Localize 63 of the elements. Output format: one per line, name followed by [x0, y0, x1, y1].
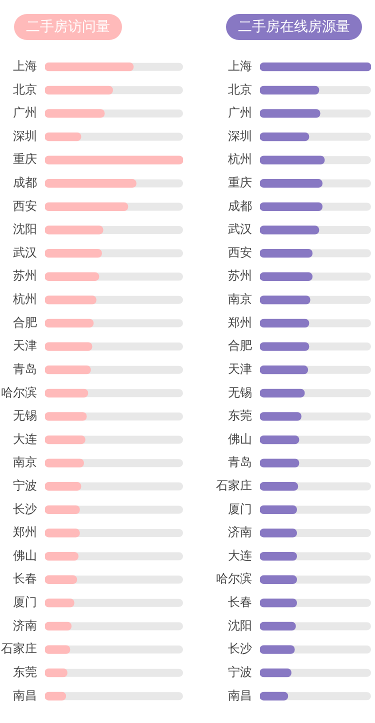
chart-title: 二手房访问量: [14, 14, 122, 40]
y-tick-label: 天津: [228, 362, 252, 376]
y-tick-label: 成都: [13, 176, 37, 190]
y-tick-label: 郑州: [228, 315, 252, 330]
y-tick-label: 哈尔滨: [216, 572, 252, 586]
y-tick-label: 佛山: [228, 432, 252, 446]
y-tick-label: 长春: [228, 595, 252, 610]
y-tick-label: 深圳: [228, 128, 252, 143]
y-tick-label: 宁波: [13, 478, 37, 493]
y-tick-label: 厦门: [228, 502, 252, 516]
y-tick-label: 青岛: [228, 455, 252, 470]
y-tick-label: 长春: [13, 572, 37, 586]
y-tick-label: 重庆: [13, 152, 37, 166]
y-tick-label: 南昌: [228, 688, 252, 702]
y-tick-label: 哈尔滨: [1, 385, 37, 400]
y-tick-label: 石家庄: [216, 478, 252, 493]
y-tick-label: 东莞: [13, 664, 37, 679]
y-tick-label: 天津: [13, 338, 37, 353]
y-tick-label: 北京: [13, 82, 37, 96]
y-tick-label: 武汉: [13, 245, 37, 260]
y-tick-label: 济南: [228, 525, 252, 540]
chart-title: 二手房在线房源量: [226, 14, 362, 40]
y-tick-label: 广州: [228, 106, 252, 120]
y-tick-label: 苏州: [228, 268, 252, 283]
y-tick-label: 南京: [228, 292, 252, 306]
y-tick-label: 上海: [13, 58, 37, 73]
y-tick-label: 济南: [13, 618, 37, 632]
y-tick-label: 成都: [228, 198, 252, 213]
y-tick-label: 东莞: [228, 408, 252, 423]
y-tick-label: 石家庄: [1, 642, 37, 656]
y-tick-label: 深圳: [13, 128, 37, 143]
y-tick-label: 沈阳: [13, 222, 37, 236]
y-tick-label: 上海: [228, 58, 252, 73]
y-tick-label: 杭州: [227, 152, 252, 166]
y-tick-label: 苏州: [13, 268, 37, 283]
y-tick-label: 西安: [13, 198, 37, 213]
y-tick-label: 宁波: [228, 664, 252, 679]
y-tick-label: 南昌: [13, 688, 37, 702]
y-tick-label: 无锡: [228, 385, 252, 400]
y-tick-label: 长沙: [13, 502, 37, 516]
y-tick-label: 青岛: [13, 362, 37, 376]
y-tick-label: 合肥: [13, 315, 37, 330]
y-tick-label: 无锡: [13, 408, 37, 423]
bar: [45, 645, 70, 654]
y-tick-label: 广州: [13, 106, 37, 120]
y-tick-label: 重庆: [228, 176, 252, 190]
y-tick-label: 沈阳: [228, 618, 252, 632]
bar: [45, 552, 78, 561]
bar: [45, 575, 78, 584]
y-tick-label: 合肥: [228, 338, 252, 353]
y-tick-label: 长沙: [228, 642, 252, 656]
bar: [45, 622, 72, 631]
y-tick-label: 杭州: [12, 292, 37, 306]
y-tick-label: 武汉: [228, 222, 252, 236]
y-tick-label: 大连: [228, 548, 252, 562]
y-tick-label: 西安: [228, 245, 252, 260]
y-tick-label: 郑州: [13, 525, 37, 540]
y-tick-label: 佛山: [13, 548, 37, 562]
y-tick-label: 北京: [228, 82, 252, 96]
y-tick-label: 南京: [13, 455, 37, 470]
y-tick-label: 厦门: [13, 595, 37, 610]
y-tick-label: 大连: [13, 432, 37, 446]
bar: [45, 598, 74, 608]
